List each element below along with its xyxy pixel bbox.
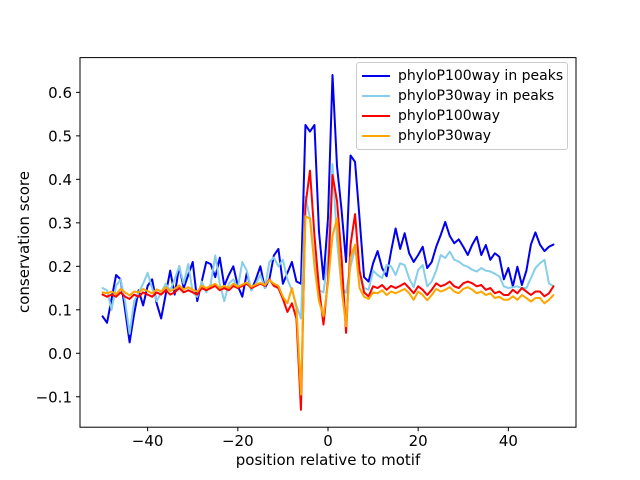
legend-item: phyloP100way <box>362 106 563 126</box>
y-tick-label: 0.3 <box>48 214 72 232</box>
x-tick-label: −20 <box>222 432 254 450</box>
legend-line-swatch <box>362 135 390 137</box>
series-line-3 <box>101 215 555 396</box>
legend: phyloP100way in peaks phyloP30way in pea… <box>356 62 569 150</box>
y-tick-label: 0.6 <box>48 84 72 102</box>
x-tick-label: −40 <box>132 432 164 450</box>
legend-item: phyloP100way in peaks <box>362 66 563 86</box>
legend-line-swatch <box>362 95 390 97</box>
legend-item: phyloP30way in peaks <box>362 86 563 106</box>
legend-label: phyloP30way <box>398 128 492 144</box>
x-tick-label: 0 <box>323 432 333 450</box>
legend-label: phyloP30way in peaks <box>398 88 555 104</box>
legend-line-swatch <box>362 115 390 117</box>
legend-label: phyloP100way in peaks <box>398 68 564 84</box>
x-axis-label: position relative to motif <box>235 451 421 469</box>
y-tick-label: 0.1 <box>48 301 72 319</box>
y-tick-label: 0.4 <box>48 171 72 189</box>
y-tick-label: 0.2 <box>48 258 72 276</box>
legend-line-swatch <box>362 75 390 77</box>
x-tick-label: 20 <box>409 432 428 450</box>
y-tick-label: −0.1 <box>36 388 72 406</box>
legend-label: phyloP100way <box>398 108 500 124</box>
y-tick-label: 0.0 <box>48 345 72 363</box>
series-line-0 <box>101 73 555 344</box>
x-tick-label: 40 <box>499 432 518 450</box>
legend-item: phyloP30way <box>362 126 563 146</box>
y-tick-label: 0.5 <box>48 127 72 145</box>
y-axis-label: conservation score <box>15 170 33 314</box>
